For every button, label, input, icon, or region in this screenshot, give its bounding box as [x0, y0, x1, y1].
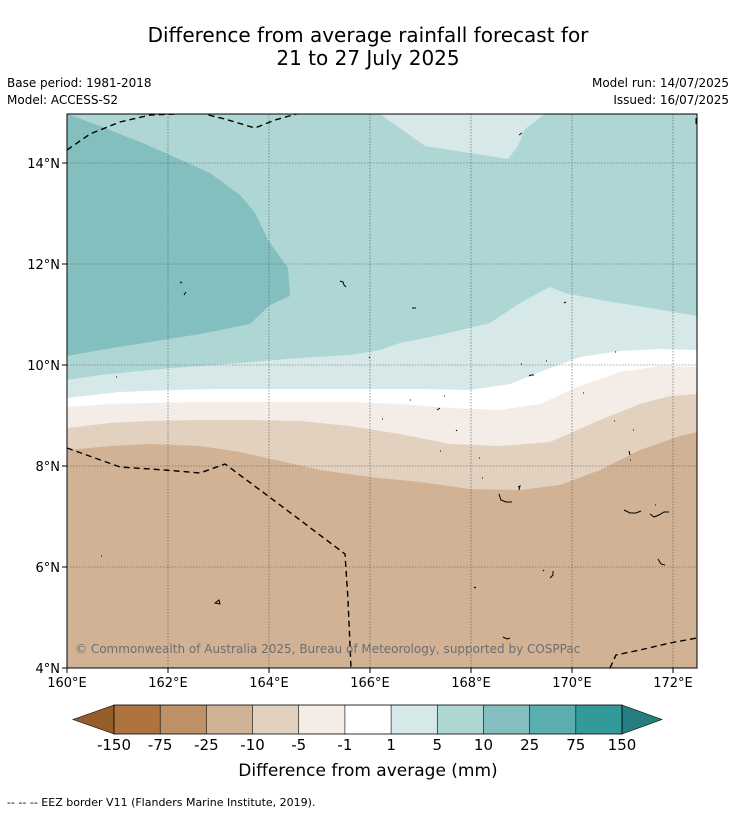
lon-label-160e: 160°E: [47, 676, 87, 691]
colorbar-frame: [113, 704, 623, 735]
colorbar-tick-label: 5: [432, 736, 442, 754]
meta-right: Model run: 14/07/2025 Issued: 16/07/2025: [592, 75, 729, 109]
colorbar-tick-label: 75: [566, 736, 585, 754]
colorbar-swatch: [344, 705, 392, 734]
lat-label-12n: 12°N: [27, 258, 60, 273]
colorbar: [72, 704, 663, 735]
colorbar-swatch: [160, 705, 207, 734]
colorbar-tick-label: 10: [474, 736, 493, 754]
copyright-text: © Commonwealth of Australia 2025, Bureau…: [75, 642, 580, 656]
colorbar-tick-label: 150: [608, 736, 637, 754]
colorbar-swatch: [575, 705, 622, 734]
colorbar-swatch: [252, 705, 299, 734]
colorbar-tick-label: -1: [337, 736, 352, 754]
colorbar-arrow-low: [72, 704, 115, 735]
graticule: [67, 114, 697, 668]
colorbar-label: Difference from average (mm): [238, 761, 498, 781]
colorbar-swatch: [529, 705, 576, 734]
colorbar-swatch: [391, 705, 438, 734]
model-name: Model: ACCESS-S2: [7, 93, 119, 107]
colorbar-swatch: [114, 705, 161, 734]
colorbar-tick-label: 1: [386, 736, 396, 754]
map-title-line1: Difference from average rainfall forecas…: [147, 23, 589, 47]
lat-label-14n: 14°N: [27, 157, 60, 172]
meta-left: Base period: 1981-2018 Model: ACCESS-S2: [7, 75, 152, 109]
colorbar-ticks: -150 -75 -25 -10 -5 -1 1 5 10 25 75 150: [97, 736, 636, 754]
colorbar-tick-label: -5: [291, 736, 306, 754]
lon-label-166e: 166°E: [350, 676, 390, 691]
map-frame: [66, 113, 698, 669]
model-run: Model run: 14/07/2025: [591, 76, 729, 90]
rainfall-contours: [67, 114, 697, 668]
eez-footnote: -- -- -- EEZ border V11 (Flanders Marine…: [7, 796, 316, 809]
colorbar-swatch: [483, 705, 530, 734]
lat-label-4n: 4°N: [36, 662, 61, 677]
colorbar-tick-label: 25: [520, 736, 539, 754]
base-period: Base period: 1981-2018: [7, 76, 152, 90]
lon-axis: 160°E 162°E 164°E 166°E 168°E 170°E 172°…: [47, 668, 693, 691]
lon-label-168e: 168°E: [451, 676, 491, 691]
eez-borders: [67, 114, 697, 668]
issued-date: Issued: 16/07/2025: [613, 93, 729, 107]
colorbar-arrow-high: [621, 704, 663, 735]
colorbar-tick-label: -150: [97, 736, 131, 754]
lon-label-170e: 170°E: [552, 676, 592, 691]
colorbar-tick-label: -10: [240, 736, 265, 754]
lat-label-10n: 10°N: [27, 359, 60, 374]
zone-plus10-plus25: [67, 114, 290, 356]
island-coastlines: [101, 118, 697, 640]
lat-axis: 14°N 12°N 10°N 8°N 6°N 4°N: [27, 157, 67, 677]
map-title-line2: 21 to 27 July 2025: [276, 46, 460, 70]
lon-label-162e: 162°E: [148, 676, 188, 691]
lon-label-164e: 164°E: [249, 676, 289, 691]
colorbar-swatch: [298, 705, 345, 734]
colorbar-swatch: [437, 705, 484, 734]
lon-label-172e: 172°E: [653, 676, 693, 691]
lat-label-8n: 8°N: [36, 460, 61, 475]
lat-label-6n: 6°N: [36, 561, 61, 576]
colorbar-tick-label: -75: [148, 736, 173, 754]
colorbar-tick-label: -25: [194, 736, 219, 754]
colorbar-swatch: [206, 705, 253, 734]
